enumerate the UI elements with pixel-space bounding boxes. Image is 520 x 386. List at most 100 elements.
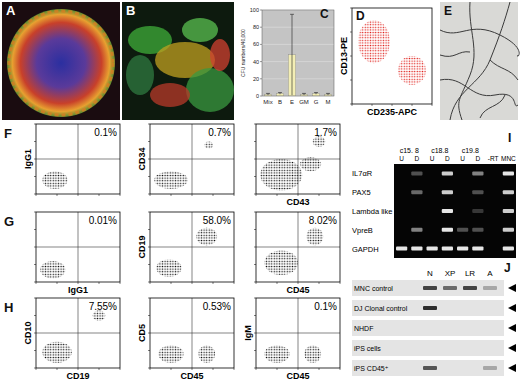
error-cap [302, 93, 306, 94]
text: J [504, 261, 511, 275]
bar [300, 94, 307, 96]
tick [277, 282, 278, 284]
text: CD10 [23, 321, 33, 344]
tick [148, 282, 150, 283]
text: CD45 [286, 371, 309, 381]
micrograph-e [440, 2, 518, 120]
tick [298, 194, 299, 196]
text: 58.0% [203, 215, 231, 226]
text: CD13-PE [339, 37, 349, 75]
cell-population [398, 56, 426, 85]
text: G [4, 214, 14, 229]
text: c19.8 [462, 147, 479, 154]
text: 60 [253, 41, 259, 47]
spheroid-rim [9, 11, 113, 115]
text: MNC [501, 155, 516, 162]
band [483, 286, 497, 290]
tick [34, 350, 36, 351]
tick [350, 80, 352, 81]
tick [234, 194, 235, 196]
tick [254, 298, 256, 299]
band [423, 366, 437, 370]
text: 0.7% [208, 127, 231, 138]
text: DJ Clonal control [354, 305, 408, 312]
tick [254, 159, 256, 160]
tick [78, 368, 79, 370]
tick [34, 315, 36, 316]
text: iPS CD45⁺ [354, 365, 389, 372]
tick [192, 368, 193, 370]
tick [319, 282, 320, 284]
plot-background [150, 212, 234, 282]
tick [148, 141, 150, 142]
tick [150, 368, 151, 370]
cell-population [306, 228, 323, 246]
plot-background [36, 124, 120, 194]
grid-line [262, 44, 334, 45]
tick [298, 368, 299, 370]
text: 0.1% [94, 127, 117, 138]
cell-population [304, 345, 321, 363]
text: D [356, 9, 365, 23]
tick [254, 368, 256, 369]
band [472, 209, 483, 213]
cell-population [156, 259, 181, 277]
tick [150, 194, 151, 196]
plot-frame [150, 298, 234, 368]
tick [350, 104, 352, 105]
tick [254, 229, 256, 230]
tick [254, 282, 256, 283]
error-cap [278, 92, 282, 93]
text: Mix [263, 99, 272, 105]
text: 0.53% [203, 301, 231, 312]
tick [148, 298, 150, 299]
tick [256, 282, 257, 284]
populations [36, 212, 120, 282]
cell-population [42, 171, 67, 189]
error-cap [314, 92, 318, 93]
cell-population [260, 159, 302, 191]
band [457, 228, 468, 232]
arrowhead [508, 324, 516, 332]
tick [277, 194, 278, 196]
arrowhead [508, 284, 516, 292]
band [472, 190, 483, 194]
tick [254, 194, 256, 195]
band [411, 228, 422, 232]
text: c15. 8 [400, 147, 419, 154]
quadrant-line [150, 247, 234, 248]
gel-i [394, 164, 516, 258]
tick [57, 194, 58, 196]
text: D [415, 155, 420, 162]
quadrant-line [256, 333, 340, 334]
text: NHDF [354, 325, 373, 332]
plot-frame [256, 212, 340, 282]
text: 80 [253, 24, 259, 30]
tick [350, 32, 352, 33]
tick [171, 368, 172, 370]
bar [276, 93, 283, 96]
band [442, 247, 453, 251]
cell-population [358, 20, 390, 63]
tick [412, 104, 413, 106]
vessel [440, 52, 470, 57]
plot-frame [352, 8, 432, 104]
band [503, 247, 514, 251]
plot-background [150, 124, 234, 194]
tick [34, 194, 36, 195]
tick [319, 194, 320, 196]
tick [260, 78, 262, 79]
plot-frame [256, 124, 340, 194]
tick [254, 212, 256, 213]
text: CD19 [137, 235, 147, 258]
cell-population [42, 342, 71, 363]
tick [213, 194, 214, 196]
band [503, 209, 514, 213]
band [503, 190, 514, 194]
tick [148, 350, 150, 351]
gel-strip [352, 300, 504, 316]
band [411, 190, 422, 194]
tick [319, 368, 320, 370]
tick [148, 124, 150, 125]
band [411, 171, 422, 175]
